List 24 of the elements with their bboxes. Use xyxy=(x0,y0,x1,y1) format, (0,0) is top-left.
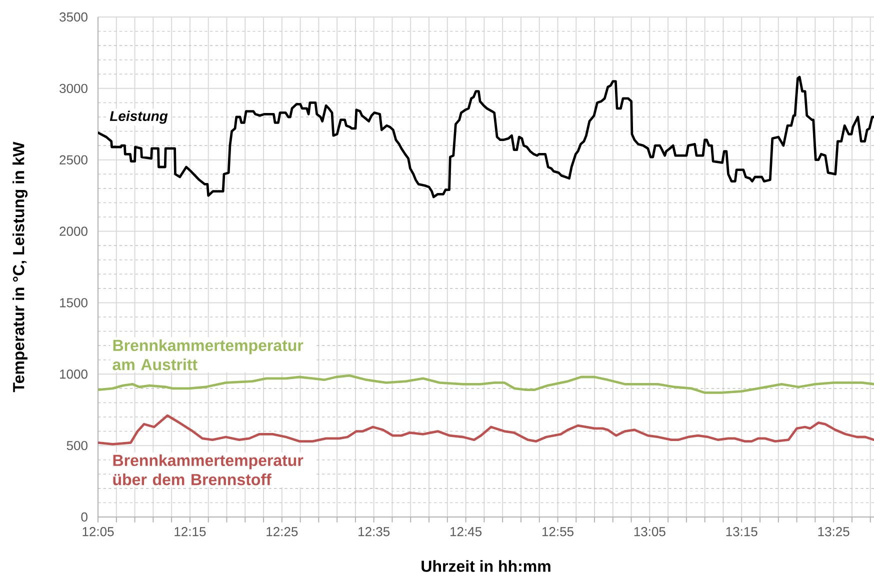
x-tick-label: 12:05 xyxy=(82,527,114,536)
x-tick-label: 13:25 xyxy=(818,527,850,536)
x-tick-label: 12:25 xyxy=(266,527,298,536)
y-tick-label: 2000 xyxy=(60,226,88,236)
x-tick-label: 13:05 xyxy=(634,527,666,536)
y-tick-label: 3000 xyxy=(60,84,88,94)
series-label: Brennkammertemperatur über dem Brennstoff xyxy=(113,454,304,486)
line-series xyxy=(98,76,874,198)
x-axis-title: Uhrzeit in hh:mm xyxy=(422,560,550,572)
y-tick-label: 3500 xyxy=(60,12,88,22)
line-series xyxy=(98,414,874,446)
x-tick-label: 12:35 xyxy=(358,527,390,536)
y-tick-label: 500 xyxy=(66,440,88,450)
x-tick-label: 12:45 xyxy=(450,527,482,536)
x-tick-label: 12:55 xyxy=(542,527,574,536)
y-tick-label: 1000 xyxy=(60,370,88,379)
y-tick-label: 0 xyxy=(81,512,88,522)
y-tick-label: 1500 xyxy=(60,298,88,308)
series-label: Leistung xyxy=(110,110,168,124)
series-label: Brennkammertemperatur am Austritt xyxy=(112,339,304,370)
y-tick-label: 2500 xyxy=(60,155,88,164)
x-tick-label: 12:15 xyxy=(174,527,206,536)
x-tick-label: 13:15 xyxy=(726,527,758,536)
y-axis-title: Temperatur in °C, Leistung in kW xyxy=(12,142,28,392)
